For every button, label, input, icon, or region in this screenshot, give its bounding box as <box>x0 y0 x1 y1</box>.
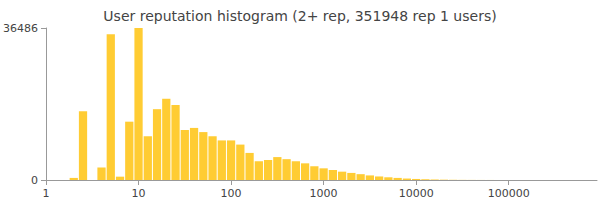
svg-text:10000: 10000 <box>399 187 434 200</box>
svg-text:100: 100 <box>221 187 242 200</box>
svg-text:0: 0 <box>31 174 38 187</box>
svg-text:10: 10 <box>132 187 146 200</box>
svg-text:36486: 36486 <box>3 22 38 35</box>
svg-text:User reputation histogram (2+: User reputation histogram (2+ rep, 35194… <box>103 8 496 24</box>
svg-text:100000: 100000 <box>488 187 530 200</box>
svg-text:1: 1 <box>42 187 49 200</box>
svg-text:1000: 1000 <box>310 187 338 200</box>
